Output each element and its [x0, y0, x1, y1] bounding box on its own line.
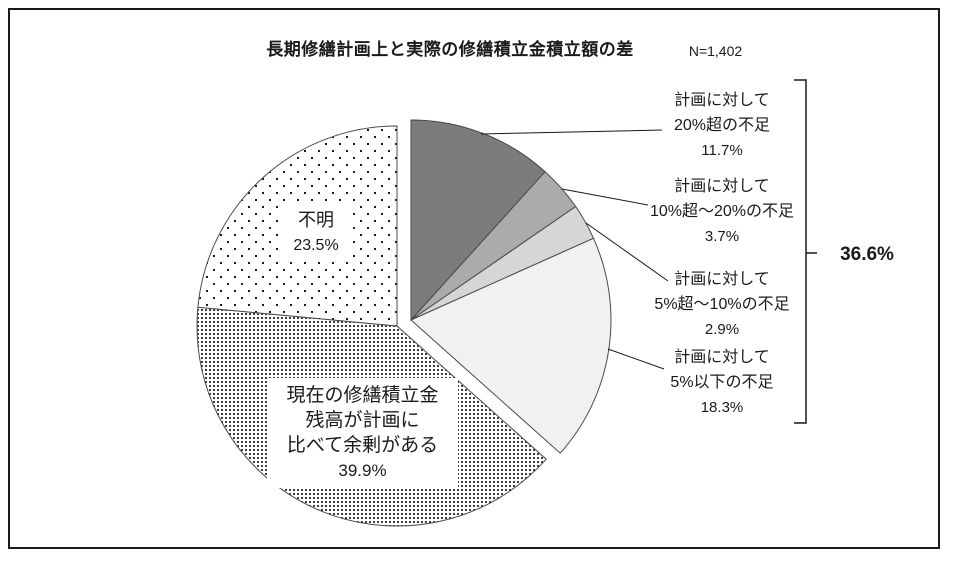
leader-line-10-20pct [561, 188, 649, 206]
callout-line: 10%超～20%の不足 [649, 203, 795, 220]
leader-line-5-10pct [585, 222, 669, 282]
callout-line: 計画に対して [674, 92, 770, 109]
chart-title: 長期修繕計画上と実際の修繕積立金積立額の差 [266, 40, 634, 59]
label-surplus-value: 39.9% [338, 461, 387, 480]
leader-line-20pct-over [480, 129, 663, 135]
label-unknown-text: 不明 [298, 210, 334, 230]
label-unknown-value: 23.5% [293, 237, 339, 254]
callout-line: 計画に対して [674, 349, 770, 366]
callout-label-5-10pct: 計画に対して 5%超～10%の不足 2.9% [637, 267, 807, 342]
callout-label-5pct-under: 計画に対して 5%以下の不足 18.3% [637, 345, 807, 420]
callout-line: 20%超の不足 [673, 117, 771, 134]
callout-line: 計画に対して [674, 271, 770, 288]
leader-line-5pct-under [607, 348, 665, 370]
callout-line: 計画に対して [674, 178, 770, 195]
callout-line: 5%以下の不足 [670, 374, 774, 391]
shortfall-bracket [794, 79, 817, 424]
callout-value: 18.3% [700, 399, 744, 416]
callout-value: 11.7% [701, 142, 743, 159]
callout-label-10-20pct: 計画に対して 10%超～20%の不足 3.7% [637, 174, 807, 249]
pie-slice-3 [410, 237, 612, 454]
callout-line: 5%超～10%の不足 [654, 296, 790, 313]
callout-label-20pct-over: 計画に対して 20%超の不足 11.7% [637, 88, 807, 163]
label-surplus-line: 現在の修繕積立金 [286, 385, 439, 406]
sample-size-label: N=1,402 [688, 43, 743, 59]
shortfall-total-label: 36.6% [840, 244, 894, 265]
label-unknown: 不明 23.5% [281, 206, 351, 260]
label-surplus: 現在の修繕積立金 残高が計画に 比べて余剰がある 39.9% [267, 378, 458, 488]
leader-lines-group [480, 129, 669, 370]
callout-value: 3.7% [704, 228, 740, 245]
callout-value: 2.9% [704, 321, 740, 338]
label-surplus-line: 残高が計画に [305, 410, 420, 431]
label-surplus-line: 比べて余剰がある [286, 435, 439, 456]
